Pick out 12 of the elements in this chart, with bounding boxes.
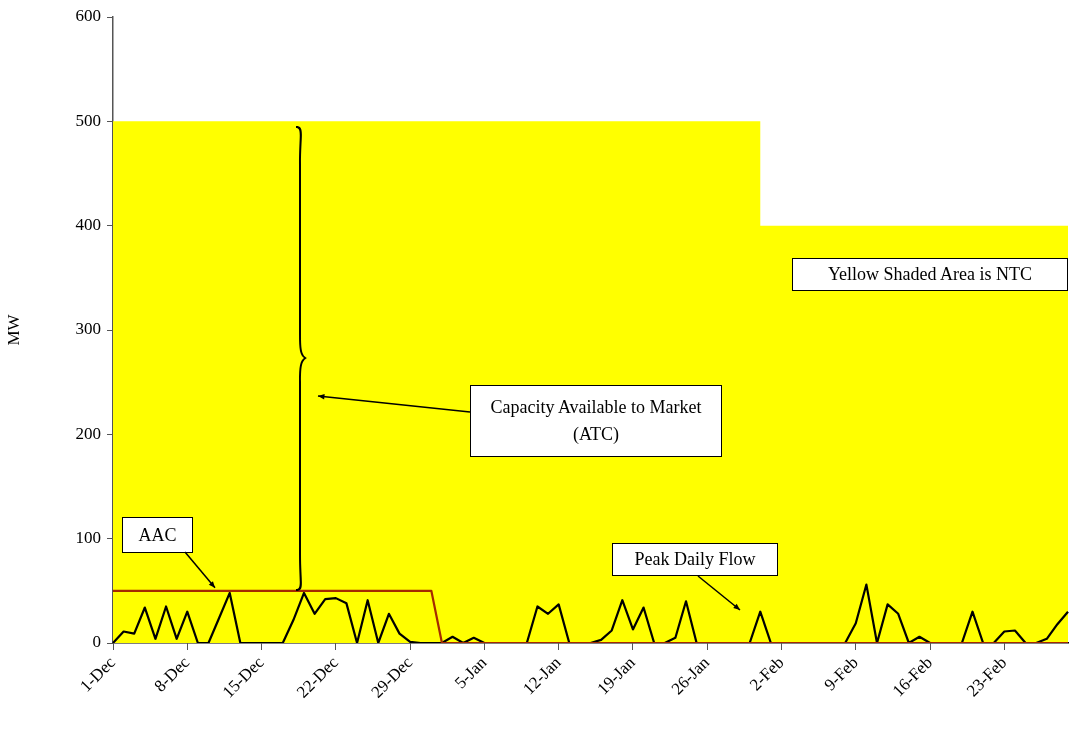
y-tick-label: 300 <box>75 319 101 339</box>
callout-box: AAC <box>122 517 193 553</box>
callout-box: Peak Daily Flow <box>612 543 778 576</box>
y-tick-label: 200 <box>75 423 101 443</box>
y-axis-title: MW <box>3 313 23 346</box>
y-tick-label: 400 <box>75 215 101 235</box>
callout-box: Yellow Shaded Area is NTC <box>792 258 1068 291</box>
callout-box: Capacity Available to Market (ATC) <box>470 385 722 457</box>
y-tick-label: 600 <box>75 6 101 26</box>
y-tick-label: 0 <box>92 632 101 652</box>
y-tick-label: 100 <box>75 528 101 548</box>
y-tick-label: 500 <box>75 110 101 130</box>
